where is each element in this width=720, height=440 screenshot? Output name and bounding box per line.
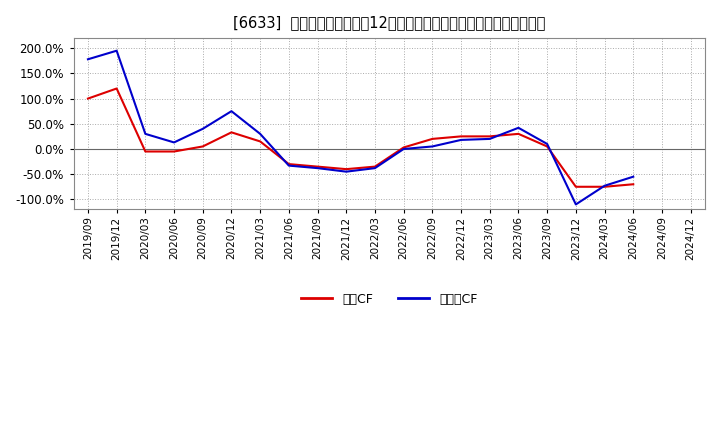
- 営業CF: [284, 161, 293, 167]
- フリーCF: [514, 125, 523, 130]
- 営業CF: [456, 134, 465, 139]
- フリーCF: [84, 57, 92, 62]
- 営業CF: [600, 184, 609, 189]
- Legend: 営業CF, フリーCF: 営業CF, フリーCF: [296, 288, 482, 311]
- フリーCF: [371, 165, 379, 171]
- フリーCF: [428, 144, 436, 149]
- フリーCF: [199, 126, 207, 132]
- 営業CF: [112, 86, 121, 91]
- 営業CF: [313, 164, 322, 169]
- フリーCF: [313, 165, 322, 171]
- 営業CF: [543, 144, 552, 149]
- 営業CF: [84, 96, 92, 101]
- フリーCF: [170, 140, 179, 145]
- Title: [6633]  キャッシュフローの12か月移動合計の対前年同期増減率の推移: [6633] キャッシュフローの12か月移動合計の対前年同期増減率の推移: [233, 15, 546, 30]
- 営業CF: [514, 131, 523, 136]
- フリーCF: [227, 109, 235, 114]
- フリーCF: [112, 48, 121, 53]
- フリーCF: [600, 183, 609, 188]
- 営業CF: [227, 130, 235, 135]
- 営業CF: [342, 166, 351, 172]
- 営業CF: [371, 164, 379, 169]
- 営業CF: [428, 136, 436, 142]
- フリーCF: [456, 137, 465, 143]
- フリーCF: [284, 163, 293, 168]
- フリーCF: [342, 169, 351, 174]
- 営業CF: [141, 149, 150, 154]
- フリーCF: [256, 131, 264, 136]
- 営業CF: [256, 139, 264, 144]
- フリーCF: [629, 174, 638, 180]
- フリーCF: [141, 131, 150, 136]
- Line: 営業CF: 営業CF: [88, 88, 634, 187]
- 営業CF: [629, 182, 638, 187]
- フリーCF: [400, 147, 408, 152]
- 営業CF: [199, 144, 207, 149]
- 営業CF: [400, 145, 408, 150]
- Line: フリーCF: フリーCF: [88, 51, 634, 205]
- 営業CF: [485, 134, 494, 139]
- フリーCF: [485, 136, 494, 142]
- フリーCF: [543, 141, 552, 147]
- 営業CF: [572, 184, 580, 189]
- フリーCF: [572, 202, 580, 207]
- 営業CF: [170, 149, 179, 154]
